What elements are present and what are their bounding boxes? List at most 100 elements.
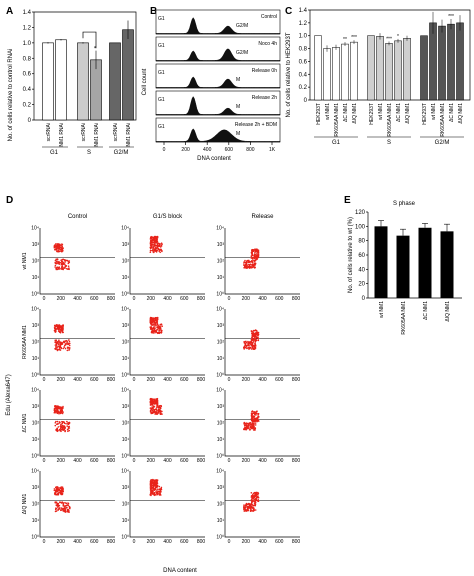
panel-e-xtick-label: ΔIQ NM1 bbox=[445, 301, 451, 322]
panel-c-ytick-label: 0.8 bbox=[299, 47, 308, 53]
panel-d-dot bbox=[154, 317, 157, 319]
panel-d-dot bbox=[60, 341, 62, 344]
panel-b-track-frame bbox=[155, 36, 281, 62]
panel-d-dot bbox=[149, 247, 152, 250]
panel-d-dot bbox=[254, 329, 257, 331]
panel-d-xtick-label: 0 bbox=[133, 377, 136, 383]
panel-d-xtick-label: 200 bbox=[147, 539, 156, 545]
panel-a-sig-star: * bbox=[94, 47, 97, 53]
panel-d-dot bbox=[153, 409, 155, 412]
panel-c-xtick-label: ΔIQ NM1 bbox=[352, 103, 358, 124]
panel-d-dot bbox=[154, 329, 156, 332]
panel-d-xtick-label: 200 bbox=[57, 539, 66, 545]
panel-d-dot bbox=[155, 494, 157, 496]
panel-d-dot bbox=[64, 340, 66, 343]
panel-d-dot bbox=[56, 506, 59, 508]
panel-b-track-frame bbox=[155, 63, 281, 89]
panel-d-ytick-label: 10³ bbox=[217, 485, 225, 491]
panel-d-dot bbox=[59, 425, 62, 428]
panel-b-xtick-label: 600 bbox=[225, 147, 234, 153]
panel-a-bar bbox=[77, 42, 89, 121]
panel-d-dot bbox=[64, 261, 66, 263]
panel-b-xtick-label: 400 bbox=[203, 147, 212, 153]
panel-d-dot bbox=[59, 328, 61, 330]
panel-c-bar bbox=[403, 38, 411, 101]
panel-d-dot bbox=[59, 344, 62, 347]
panel-d-dot bbox=[58, 263, 60, 266]
panel-d-dot bbox=[244, 426, 246, 428]
panel-d-ytick-label: 10⁴ bbox=[31, 469, 39, 475]
panel-d-dot bbox=[66, 343, 68, 345]
panel-d-ytick-label: 10⁴ bbox=[121, 307, 129, 313]
panel-d-dot bbox=[57, 502, 60, 505]
panel-d-dot bbox=[256, 256, 259, 258]
panel-d-xtick-label: 400 bbox=[163, 296, 172, 302]
panel-a-bar bbox=[122, 29, 134, 121]
panel-d-ytick-label: 10⁰ bbox=[121, 454, 129, 460]
panel-d-xtick-label: 600 bbox=[90, 539, 99, 545]
panel-d-dot bbox=[255, 258, 258, 261]
panel-d-ytick-label: 10⁰ bbox=[216, 535, 224, 541]
panel-d-dot bbox=[160, 331, 163, 334]
panel-d-dot bbox=[53, 488, 56, 490]
panel-d-dot bbox=[246, 422, 249, 425]
panel-d-dot bbox=[61, 493, 64, 495]
panel-d-dot bbox=[251, 334, 254, 336]
panel-c-bar bbox=[456, 22, 464, 101]
panel-d-dot bbox=[149, 397, 152, 400]
panel-d-dot bbox=[56, 420, 59, 423]
panel-d-dot bbox=[158, 485, 161, 488]
panel-d-dot bbox=[159, 409, 162, 412]
panel-e-ytick-label: 120 bbox=[355, 210, 366, 216]
panel-d-dot bbox=[155, 241, 157, 244]
panel-d-dot bbox=[63, 502, 65, 504]
panel-d-dot bbox=[65, 265, 67, 267]
panel-d-ytick-label: 10³ bbox=[32, 323, 40, 329]
panel-d-dot bbox=[160, 245, 163, 247]
panel-d-dot bbox=[251, 422, 254, 425]
panel-d-plot-axes bbox=[224, 471, 300, 538]
panel-d-dot bbox=[64, 509, 67, 512]
panel-d-xtick-label: 600 bbox=[275, 539, 284, 545]
panel-d-dot bbox=[57, 426, 60, 428]
panel-d-dot bbox=[59, 410, 62, 413]
panel-d-dot bbox=[253, 509, 255, 512]
panel-d-xtick-label: 0 bbox=[228, 458, 231, 464]
panel-a-ytick-label: 0.4 bbox=[23, 87, 32, 93]
panel-d-dot bbox=[256, 419, 259, 422]
panel-d-dot bbox=[156, 242, 159, 244]
panel-d-dot bbox=[250, 415, 253, 418]
panel-d-dot bbox=[252, 258, 254, 260]
panel-d-dot bbox=[155, 488, 157, 491]
panel-b-ylabel: Cell count bbox=[142, 68, 148, 95]
panel-d-dot bbox=[61, 243, 63, 245]
panel-d-xtick-label: 200 bbox=[242, 377, 251, 383]
panel-d-dot bbox=[158, 406, 161, 409]
panel-d-ytick-label: 10² bbox=[122, 259, 130, 265]
panel-d-dot bbox=[62, 262, 64, 265]
panel-d-dot bbox=[159, 249, 162, 251]
panel-d-dot bbox=[156, 402, 159, 405]
panel-d-dot bbox=[57, 423, 59, 425]
panel-d-dot bbox=[244, 265, 246, 268]
panel-d-xtick-label: 200 bbox=[242, 539, 251, 545]
panel-d-dot bbox=[153, 244, 156, 247]
panel-c-xtick-label: RK605AA NM1 bbox=[387, 103, 393, 137]
panel-b-track-name: Release 0h bbox=[252, 68, 278, 74]
panel-d-dot bbox=[67, 261, 70, 263]
panel-d-dot bbox=[249, 507, 252, 510]
panel-d-dot bbox=[253, 496, 256, 499]
panel-d-dot bbox=[151, 327, 154, 330]
panel-b-histograms: Cell count DNA content Control G1 G2/M Noco… bbox=[142, 9, 281, 162]
panel-d-dot bbox=[255, 492, 257, 494]
panel-d-dot bbox=[255, 417, 257, 420]
panel-d-dot bbox=[253, 411, 255, 413]
panel-d-dot bbox=[58, 507, 60, 510]
panel-d-ytick-label: 10⁰ bbox=[31, 373, 39, 379]
panel-d-xtick-label: 800 bbox=[197, 539, 206, 545]
panel-c-star: *** bbox=[448, 14, 454, 20]
panel-c-bar bbox=[350, 41, 358, 101]
panel-b-xlabel: DNA content bbox=[197, 156, 231, 162]
panel-d-dot bbox=[255, 339, 257, 342]
panel-d-dot bbox=[256, 252, 258, 255]
